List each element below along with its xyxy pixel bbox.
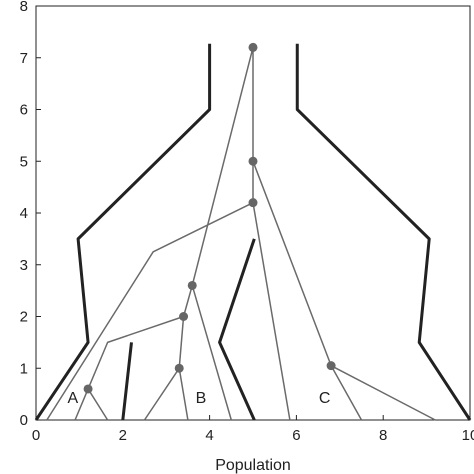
node-point xyxy=(174,363,184,373)
annotation: B xyxy=(196,390,207,407)
x-tick-label: 6 xyxy=(292,427,300,444)
annotation: C xyxy=(319,390,331,407)
tree-line xyxy=(46,47,436,421)
annotation: A xyxy=(68,390,79,407)
node-point xyxy=(326,361,336,371)
y-tick-label: 4 xyxy=(20,205,28,222)
y-tick-label: 0 xyxy=(20,412,28,429)
node-point xyxy=(248,156,258,166)
x-tick-label: 4 xyxy=(205,427,213,444)
x-tick-label: 8 xyxy=(379,427,387,444)
x-tick-label: 0 xyxy=(32,427,40,444)
y-tick-label: 8 xyxy=(20,0,28,15)
y-tick-label: 2 xyxy=(20,309,28,326)
y-tick-label: 7 xyxy=(20,50,28,67)
tree-line xyxy=(34,43,472,421)
node-point xyxy=(83,384,93,394)
x-tick-label: 2 xyxy=(119,427,127,444)
node-point xyxy=(179,312,189,321)
y-tick-label: 5 xyxy=(20,153,28,170)
node-point xyxy=(187,280,197,290)
x-tick-label: 10 xyxy=(462,427,474,444)
x-axis-label: Population xyxy=(215,457,291,474)
y-tick-label: 6 xyxy=(20,102,28,119)
y-tick-label: 1 xyxy=(20,360,28,377)
node-point xyxy=(248,42,258,52)
y-tick-label: 3 xyxy=(20,257,28,274)
node-point xyxy=(248,198,258,208)
